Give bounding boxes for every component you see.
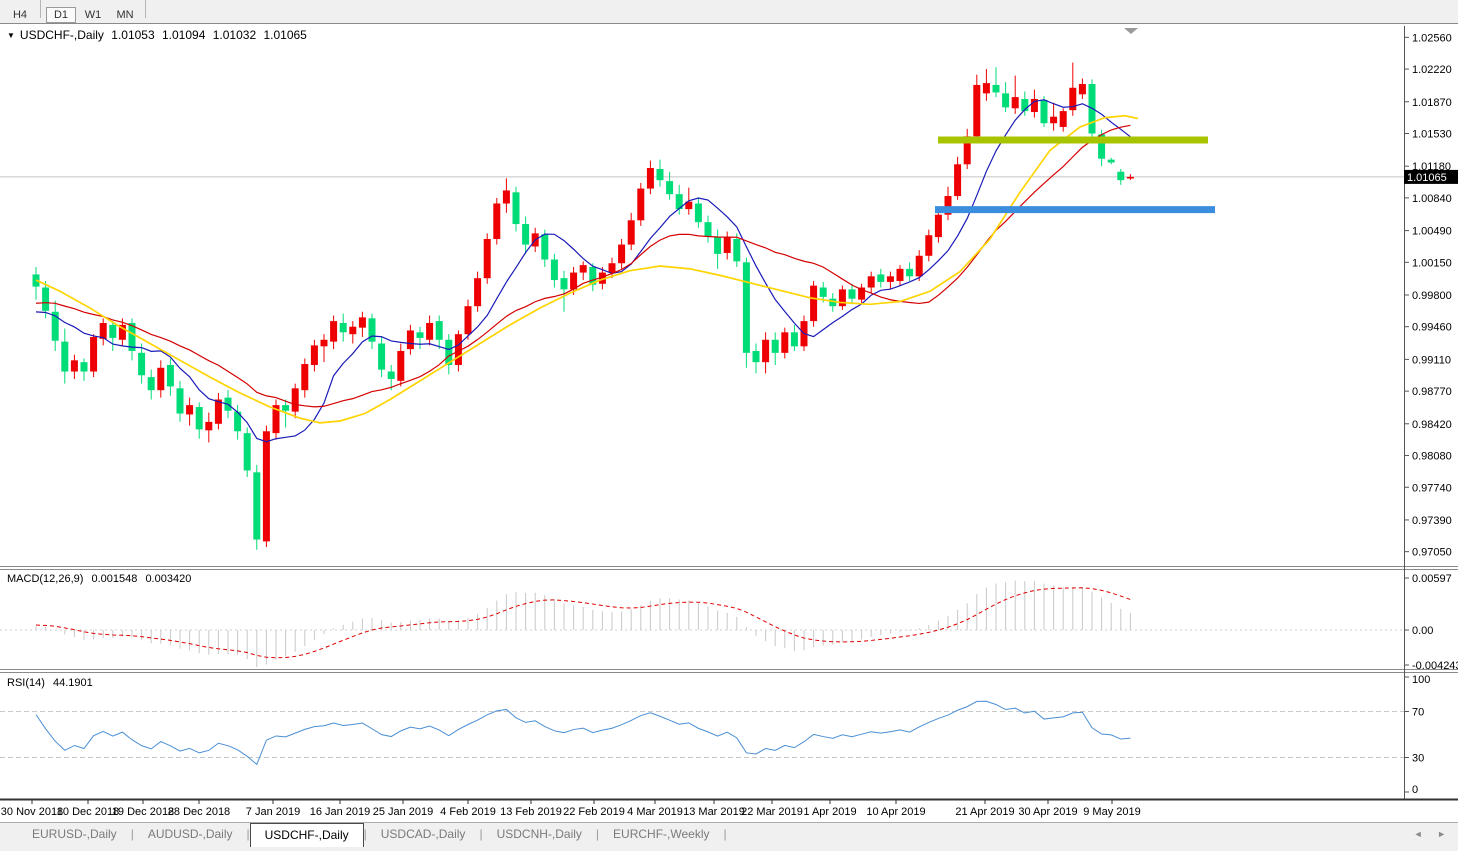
- tab-usdcnh-daily[interactable]: USDCNH-,Daily: [496, 827, 582, 841]
- svg-text:0.97390: 0.97390: [1412, 515, 1452, 527]
- svg-text:28 Dec 2018: 28 Dec 2018: [168, 806, 230, 818]
- svg-text:1.02560: 1.02560: [1412, 32, 1452, 44]
- svg-text:7 Jan 2019: 7 Jan 2019: [246, 806, 300, 818]
- svg-text:1.01870: 1.01870: [1412, 97, 1452, 109]
- svg-text:100: 100: [1412, 674, 1430, 686]
- svg-text:13 Mar 2019: 13 Mar 2019: [683, 806, 745, 818]
- svg-text:1 Apr 2019: 1 Apr 2019: [803, 806, 856, 818]
- svg-text:30 Apr 2019: 30 Apr 2019: [1018, 806, 1077, 818]
- svg-text:0.98770: 0.98770: [1412, 386, 1452, 398]
- svg-text:0.99800: 0.99800: [1412, 290, 1452, 302]
- svg-text:1.02220: 1.02220: [1412, 64, 1452, 76]
- chart-symbol-label: USDCHF-,Daily: [19, 28, 104, 42]
- macd-main-value: 0.001548: [91, 573, 138, 585]
- macd-name: MACD(12,26,9): [7, 573, 84, 585]
- tab-separator: |: [130, 827, 134, 841]
- svg-text:30: 30: [1412, 753, 1424, 765]
- timeframe-toolbar: H4 D1 W1 MN: [0, 0, 1458, 24]
- timeframe-button-d1[interactable]: D1: [46, 7, 76, 23]
- macd-signal-value: 0.003420: [145, 573, 192, 585]
- svg-text:16 Jan 2019: 16 Jan 2019: [310, 806, 371, 818]
- svg-text:9 May 2019: 9 May 2019: [1083, 806, 1140, 818]
- svg-text:0.99110: 0.99110: [1412, 354, 1451, 366]
- svg-text:0.97050: 0.97050: [1412, 547, 1452, 559]
- tab-eurchf-weekly[interactable]: EURCHF-,Weekly: [613, 827, 710, 841]
- ohlc-high: 1.01094: [162, 28, 206, 42]
- timeframe-button-w1[interactable]: W1: [84, 9, 102, 21]
- ohlc-low: 1.01032: [212, 28, 257, 42]
- tab-separator: |: [595, 827, 600, 841]
- tab-audusd-daily[interactable]: AUDUSD-,Daily: [147, 827, 233, 841]
- svg-text:0.99460: 0.99460: [1412, 322, 1452, 334]
- svg-text:0: 0: [1412, 784, 1418, 796]
- svg-text:0.00597: 0.00597: [1412, 573, 1452, 585]
- rsi-name: RSI(14): [7, 677, 45, 689]
- timeframe-button-h4[interactable]: H4: [12, 9, 28, 21]
- current-price-badge: [1404, 169, 1458, 184]
- tab-eurusd-daily[interactable]: EURUSD-,Daily: [32, 827, 117, 841]
- svg-text:1.01530: 1.01530: [1412, 129, 1452, 141]
- toolbar-separator: [145, 0, 146, 18]
- toolbar-separator: [40, 0, 41, 18]
- svg-text:30 Nov 2018: 30 Nov 2018: [1, 806, 63, 818]
- svg-text:1.00150: 1.00150: [1412, 257, 1452, 269]
- tab-scroll-right-icon[interactable]: ►: [1437, 829, 1452, 839]
- tab-scroll-left-icon[interactable]: ◄: [1413, 829, 1429, 839]
- svg-text:1.00490: 1.00490: [1412, 226, 1452, 238]
- svg-text:0.00: 0.00: [1412, 625, 1433, 637]
- tab-separator: |: [723, 827, 727, 841]
- symbol-tab-bar: EURUSD-,Daily | AUDUSD-,Daily | USDCHF-,Dail…: [0, 822, 1458, 851]
- timeframe-button-group: H4 D1 W1 MN: [4, 0, 150, 23]
- svg-text:19 Dec 2018: 19 Dec 2018: [112, 806, 174, 818]
- tab-separator: |: [363, 827, 367, 841]
- timeframe-button-mn[interactable]: MN: [116, 9, 134, 21]
- ohlc-open: 1.01053: [111, 28, 155, 42]
- svg-text:1.01065: 1.01065: [1407, 172, 1447, 184]
- chart-shift-icon: [1124, 28, 1138, 34]
- svg-text:-0.004243: -0.004243: [1412, 660, 1458, 672]
- svg-text:0.98420: 0.98420: [1412, 419, 1452, 431]
- ohlc-close: 1.01065: [263, 28, 307, 42]
- tab-separator: |: [246, 827, 250, 841]
- tab-usdchf-daily[interactable]: USDCHF-,Daily: [249, 823, 364, 847]
- tab-scroll-controls: ◄ ►: [1414, 829, 1452, 839]
- svg-text:10 Dec 2018: 10 Dec 2018: [57, 806, 119, 818]
- rsi-indicator-label: RSI(14) 44.1901: [7, 677, 98, 689]
- svg-text:4 Feb 2019: 4 Feb 2019: [440, 806, 496, 818]
- tab-separator: |: [479, 827, 483, 841]
- symbol-collapse-icon[interactable]: ▼: [7, 31, 15, 40]
- rsi-value: 44.1901: [52, 677, 93, 689]
- svg-text:0.97740: 0.97740: [1412, 482, 1452, 494]
- macd-indicator-label: MACD(12,26,9) 0.001548 0.003420: [7, 573, 196, 585]
- svg-text:4 Mar 2019: 4 Mar 2019: [627, 806, 683, 818]
- tab-usdcad-daily[interactable]: USDCAD-,Daily: [380, 827, 466, 841]
- chart-title: ▼ USDCHF-,Daily 1.01053 1.01094 1.01032 1…: [7, 28, 311, 42]
- svg-text:21 Apr 2019: 21 Apr 2019: [955, 806, 1014, 818]
- svg-text:22 Mar 2019: 22 Mar 2019: [741, 806, 803, 818]
- svg-text:13 Feb 2019: 13 Feb 2019: [500, 806, 562, 818]
- svg-text:25 Jan 2019: 25 Jan 2019: [373, 806, 434, 818]
- svg-text:22 Feb 2019: 22 Feb 2019: [563, 806, 625, 818]
- svg-text:70: 70: [1412, 707, 1424, 719]
- chart-canvas[interactable]: 1.025601.022201.018701.015301.011801.008…: [0, 0, 1458, 822]
- svg-text:1.00840: 1.00840: [1412, 193, 1452, 205]
- svg-text:0.98080: 0.98080: [1412, 451, 1452, 463]
- symbol-tabs: EURUSD-,Daily | AUDUSD-,Daily | USDCHF-,Dail…: [18, 823, 727, 847]
- svg-text:10 Apr 2019: 10 Apr 2019: [866, 806, 925, 818]
